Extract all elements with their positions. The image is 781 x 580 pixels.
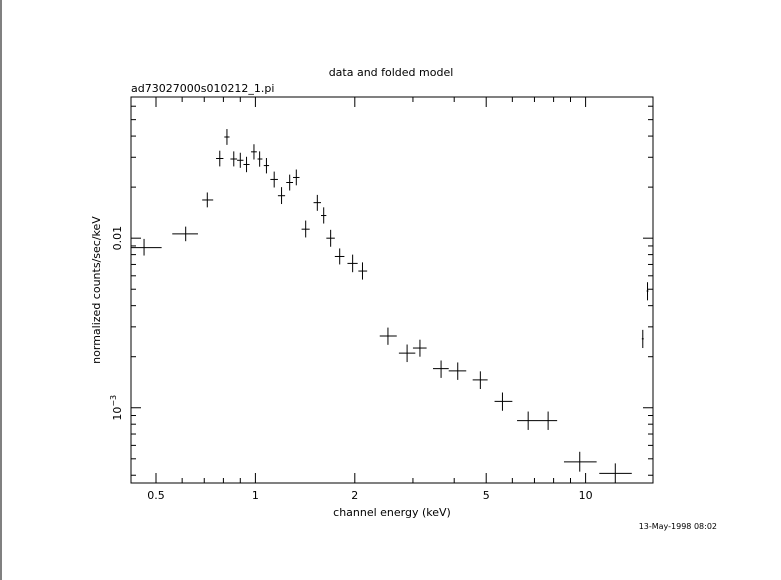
- y-tick-label: 0.01: [111, 226, 124, 251]
- data-point: [599, 463, 632, 483]
- data-point: [251, 144, 257, 160]
- x-axis-tick-labels: 0.5 1 2 5 10: [147, 489, 592, 502]
- data-point: [263, 158, 270, 174]
- x-tick-label: 5: [483, 489, 490, 502]
- data-point: [131, 238, 162, 256]
- data-point: [472, 371, 488, 390]
- chart-subtitle: ad73027000s010212_1.pi: [131, 82, 274, 95]
- y-tick-label: 10−3: [109, 395, 124, 421]
- data-point: [237, 152, 244, 168]
- x-axis-ticks: [155, 97, 587, 483]
- data-point: [563, 451, 597, 472]
- data-point: [230, 151, 238, 167]
- data-point: [432, 360, 449, 378]
- data-point: [216, 150, 224, 167]
- y-axis-ticks: [131, 105, 653, 476]
- y-axis-tick-labels: 10−3 0.01: [109, 226, 124, 421]
- data-point: [257, 151, 263, 167]
- data-point: [202, 192, 214, 208]
- data-point: [538, 411, 558, 430]
- data-point: [277, 187, 286, 205]
- data-point: [379, 327, 397, 345]
- x-tick-label: 0.5: [147, 489, 165, 502]
- y-axis-label: normalized counts/sec/keV: [90, 216, 103, 364]
- x-tick-label: 10: [579, 489, 593, 502]
- data-point: [398, 344, 416, 363]
- data-point: [334, 248, 345, 265]
- x-tick-label: 1: [252, 489, 259, 502]
- data-point: [517, 411, 539, 430]
- chart-title: data and folded model: [329, 66, 454, 79]
- data-point: [301, 220, 310, 238]
- data-point: [347, 254, 358, 273]
- data-point: [293, 169, 300, 186]
- data-point: [412, 339, 427, 357]
- data-point: [243, 156, 250, 173]
- y-tick-label-text: 10−3: [109, 395, 124, 421]
- x-tick-label: 2: [351, 489, 358, 502]
- data-point: [286, 174, 294, 191]
- data-point: [494, 392, 513, 411]
- data-point: [641, 329, 644, 349]
- x-axis-label: channel energy (keV): [333, 506, 451, 519]
- data-point: [358, 262, 368, 280]
- data-point: [270, 171, 278, 188]
- plot-frame: [130, 96, 654, 484]
- plot-timestamp: 13-May-1998 08:02: [639, 522, 717, 531]
- data-point: [313, 194, 321, 211]
- data-point: [326, 229, 335, 247]
- data-point: [224, 129, 230, 145]
- data-point: [172, 226, 198, 242]
- data-points: [131, 129, 649, 483]
- y-tick-label-text: 0.01: [111, 226, 124, 251]
- data-point: [448, 362, 467, 380]
- data-point: [320, 207, 327, 224]
- data-point: [646, 282, 649, 301]
